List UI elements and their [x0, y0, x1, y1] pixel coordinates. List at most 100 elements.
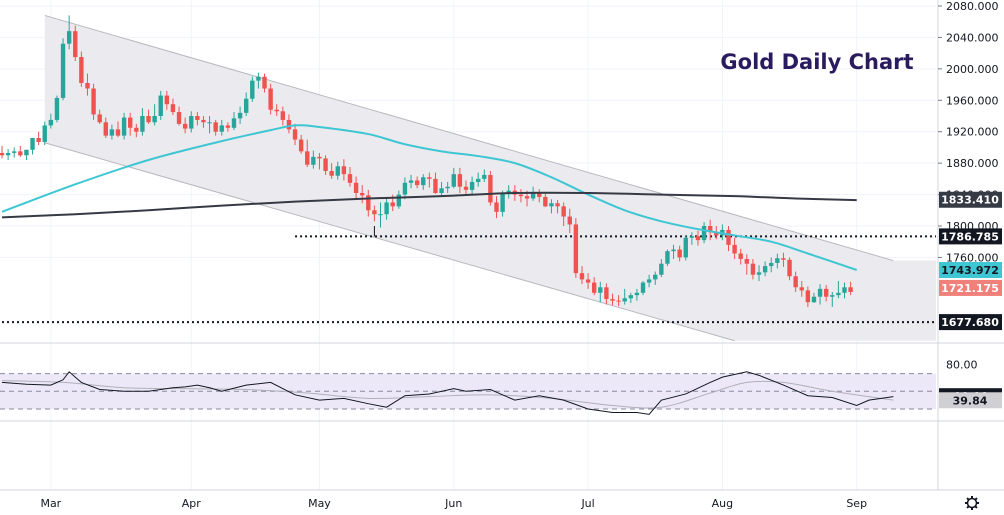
candle-body — [341, 166, 347, 175]
candle-body — [323, 158, 328, 171]
candle-body — [396, 194, 402, 207]
price-tick-label: 2000.000 — [946, 63, 999, 76]
candle-body — [91, 88, 96, 115]
candle-body — [799, 287, 804, 291]
candle-body — [744, 259, 750, 264]
ma-line — [1, 124, 858, 271]
candle-body — [219, 125, 224, 132]
candle-body — [237, 112, 243, 119]
price-label-bg — [939, 191, 1002, 208]
candle-body — [781, 258, 786, 260]
candle-body — [494, 202, 499, 212]
chart-title: Gold Daily Chart — [720, 50, 913, 74]
candle-body — [543, 196, 548, 207]
candle-body — [5, 152, 11, 156]
candle-body — [292, 129, 298, 140]
candle-body — [475, 178, 481, 182]
price-tick-label: 1960.000 — [946, 94, 999, 107]
candle-body — [305, 151, 310, 165]
candle-body — [85, 83, 90, 89]
candle-body — [66, 31, 72, 44]
candle-body — [268, 88, 273, 110]
candle-body — [103, 122, 108, 136]
price-label-text: 1677.680 — [941, 316, 999, 329]
candle-body — [433, 178, 438, 193]
candle-body — [671, 249, 676, 252]
rsi-line — [1, 371, 894, 415]
candle-body — [170, 104, 176, 113]
candle-body — [518, 194, 524, 197]
candle-body — [610, 299, 615, 301]
candle-body — [42, 125, 47, 142]
candle-body — [12, 151, 17, 153]
candle-body — [427, 177, 432, 179]
candle-body — [488, 174, 493, 203]
ma-line — [1, 191, 857, 219]
candle-body — [311, 156, 316, 165]
candle-body — [830, 295, 835, 297]
candle-body — [823, 288, 829, 297]
candle-body — [537, 192, 542, 197]
candle-body — [579, 273, 585, 280]
gear-icon[interactable] — [965, 496, 979, 510]
candle-body — [73, 31, 78, 58]
candle-body — [164, 95, 170, 105]
candle-body — [805, 290, 811, 303]
candle-body — [262, 76, 267, 89]
moving-averages — [1, 124, 858, 271]
channel-upper-line — [44, 14, 894, 262]
candle-body — [408, 180, 414, 183]
candle-body — [231, 118, 237, 128]
candle-body — [195, 116, 200, 120]
candle-body — [469, 182, 475, 190]
price-label-bg — [939, 228, 1002, 245]
candle-body — [457, 174, 463, 187]
price-labels: 1833.410 1786.785 1743.972 1721.175 1677.680… — [939, 191, 1002, 409]
candle-body — [842, 287, 847, 293]
candle-body — [60, 43, 66, 98]
candle-body — [274, 109, 279, 112]
candle-body — [689, 236, 695, 238]
price-label-bg — [939, 314, 1002, 331]
candle-body — [848, 287, 853, 292]
candle-body — [97, 114, 102, 123]
price-tick-label: 1920.000 — [946, 126, 999, 139]
candle-body — [213, 122, 218, 132]
candle-body — [79, 57, 84, 83]
candle-body — [506, 190, 511, 193]
candle-body — [628, 295, 634, 299]
candle-body — [598, 287, 603, 293]
candle-body — [109, 129, 115, 136]
candle-body — [695, 236, 701, 241]
candle-body — [640, 282, 646, 293]
price-label-text: 1833.410 — [941, 194, 999, 207]
price-axis[interactable]: 2080.000 2040.000 2000.000 1960.000 1920.000… — [937, 0, 999, 490]
candle-body — [402, 182, 408, 195]
candle-body — [121, 117, 127, 136]
candle-body — [738, 253, 743, 259]
candle-body — [225, 125, 231, 128]
time-tick-label: May — [308, 497, 331, 510]
candle-body — [18, 151, 23, 156]
candle-body — [244, 98, 249, 113]
candle-body — [189, 116, 194, 129]
candle-body — [817, 288, 823, 297]
rsi-pane — [0, 342, 1004, 422]
candle-body — [549, 203, 554, 207]
channel-lower-line — [44, 142, 735, 342]
candle-body — [726, 229, 731, 245]
time-axis[interactable]: Mar Apr May Jun Jul Aug Sep — [0, 489, 1004, 510]
candle-body — [378, 214, 383, 216]
candle-body — [30, 138, 35, 150]
candle-body — [445, 186, 450, 189]
price-label-tag: 1833.410 — [939, 191, 1002, 208]
price-tick-label: 2080.000 — [946, 0, 999, 13]
candle-body — [451, 174, 456, 187]
candle-body — [762, 266, 768, 273]
candle-body — [524, 196, 530, 199]
time-tick-label: Aug — [712, 497, 733, 510]
candle-body — [653, 274, 658, 280]
candle-body — [591, 282, 597, 293]
candle-body — [158, 95, 163, 116]
